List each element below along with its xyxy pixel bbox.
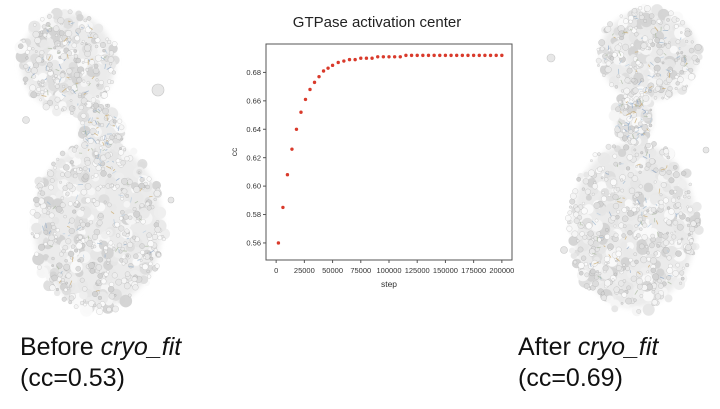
svg-text:0: 0 [274,266,278,275]
caption-after-text: After [518,333,578,361]
structure-after [534,0,718,335]
svg-text:75000: 75000 [350,266,371,275]
svg-text:0.68: 0.68 [246,68,261,77]
caption-after-method: cryo_fit [577,333,659,361]
caption-before: Before cryo_fit (cc=0.53) [20,332,181,394]
svg-text:150000: 150000 [433,266,458,275]
caption-before-cc: (cc=0.53) [20,364,125,392]
caption-after-line1: After cryo_fit [518,332,658,363]
caption-before-line1: Before cryo_fit [20,332,181,363]
caption-after: After cryo_fit (cc=0.69) [518,332,658,394]
svg-text:125000: 125000 [405,266,430,275]
svg-text:0.62: 0.62 [246,153,261,162]
svg-text:25000: 25000 [294,266,315,275]
svg-text:cc: cc [229,147,239,156]
svg-text:50000: 50000 [322,266,343,275]
svg-text:0.66: 0.66 [246,96,261,105]
structure-before [6,0,198,330]
chart-block: GTPase activation center 0 25000 50000 7500… [226,14,528,303]
cryoem-map-after-image [546,3,710,317]
cryoem-map-before-image [14,7,175,317]
svg-text:0.64: 0.64 [246,125,261,134]
svg-text:0.56: 0.56 [246,239,261,248]
caption-before-text: Before [20,333,101,361]
svg-text:100000: 100000 [376,266,401,275]
svg-text:175000: 175000 [461,266,486,275]
svg-text:0.58: 0.58 [246,210,261,219]
caption-before-method: cryo_fit [100,333,182,361]
caption-after-cc: (cc=0.69) [518,364,623,392]
svg-text:0.60: 0.60 [246,182,261,191]
svg-text:200000: 200000 [489,266,514,275]
chart-title: GTPase activation center [292,14,462,31]
cc-vs-step-chart: 0 25000 50000 75000 100000 125000 150000 175000… [229,43,514,289]
svg-text:step: step [381,279,397,289]
